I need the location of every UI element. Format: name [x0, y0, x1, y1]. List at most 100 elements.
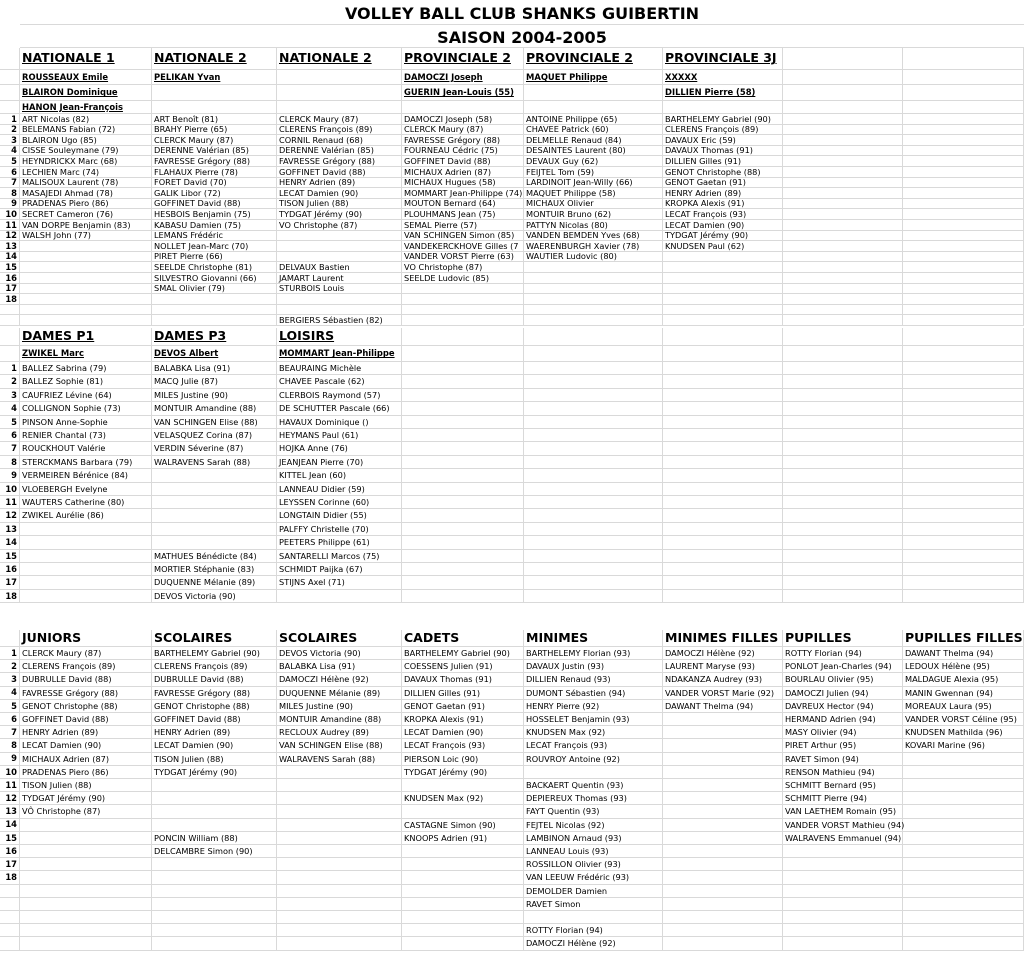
player-cell[interactable] — [783, 589, 903, 604]
player-cell[interactable] — [663, 937, 783, 951]
player-cell[interactable]: WALSH John (77) — [20, 230, 152, 242]
player-cell[interactable]: LECAT Damien (90) — [402, 726, 524, 740]
player-cell[interactable] — [663, 752, 783, 766]
coach-cell[interactable]: MOMMART Jean-Philippe — [277, 346, 402, 362]
player-cell[interactable] — [402, 375, 524, 389]
player-cell[interactable]: PONLOT Jean-Charles (94) — [783, 660, 903, 674]
player-cell[interactable]: CORNIL Renaud (68) — [277, 135, 402, 146]
row-number[interactable] — [0, 304, 20, 316]
player-cell[interactable]: VANDER VORST Marie (92) — [663, 686, 783, 700]
row-number[interactable]: 6 — [0, 167, 20, 178]
coach-cell[interactable] — [783, 70, 903, 85]
player-cell[interactable]: BARTHELEMY Florian (93) — [524, 647, 663, 661]
player-cell[interactable] — [402, 549, 524, 563]
player-cell[interactable]: VANDER VORST Pierre (63) — [402, 251, 524, 263]
player-cell[interactable] — [903, 924, 1024, 938]
team-header[interactable]: PUPILLES — [783, 630, 903, 647]
player-cell[interactable] — [783, 362, 903, 376]
player-cell[interactable] — [903, 294, 1024, 305]
player-cell[interactable] — [663, 563, 783, 577]
player-cell[interactable]: FOURNEAU Cédric (75) — [402, 145, 524, 157]
player-cell[interactable] — [20, 884, 152, 898]
player-cell[interactable]: LAMBINON Arnaud (93) — [524, 831, 663, 845]
player-cell[interactable]: BALLEZ Sophie (81) — [20, 375, 152, 389]
player-cell[interactable] — [783, 897, 903, 911]
player-cell[interactable] — [903, 209, 1024, 220]
player-cell[interactable] — [663, 845, 783, 859]
player-cell[interactable]: KNOOPS Adrien (91) — [402, 831, 524, 845]
player-cell[interactable] — [783, 442, 903, 456]
player-cell[interactable] — [663, 924, 783, 938]
player-cell[interactable] — [783, 241, 903, 252]
player-cell[interactable]: STIJNS Axel (71) — [277, 576, 402, 590]
row-number[interactable]: 8 — [0, 188, 20, 199]
row-number[interactable]: 1 — [0, 114, 20, 125]
player-cell[interactable] — [402, 496, 524, 510]
player-cell[interactable] — [277, 911, 402, 925]
player-cell[interactable]: LEDOUX Hélène (95) — [903, 660, 1024, 674]
player-cell[interactable] — [783, 845, 903, 859]
player-cell[interactable] — [903, 884, 1024, 898]
player-cell[interactable]: VAN SCHINGEN Elise (88) — [152, 415, 277, 429]
coach-cell[interactable] — [524, 101, 663, 114]
player-cell[interactable]: CLERCK Maury (87) — [277, 114, 402, 125]
player-cell[interactable] — [783, 871, 903, 885]
player-cell[interactable]: CISSE Souleymane (79) — [20, 145, 152, 157]
coach-cell[interactable]: DAMOCZI Joseph — [402, 70, 524, 85]
player-cell[interactable] — [783, 188, 903, 199]
team-header[interactable]: LOISIRS — [277, 328, 402, 346]
player-cell[interactable] — [903, 792, 1024, 806]
player-cell[interactable] — [903, 779, 1024, 793]
row-number[interactable]: 2 — [0, 375, 20, 389]
player-cell[interactable] — [402, 779, 524, 793]
player-cell[interactable]: TYDGAT Jérémy (90) — [20, 792, 152, 806]
player-cell[interactable] — [402, 937, 524, 951]
player-cell[interactable]: CLERENS François (89) — [663, 124, 783, 136]
player-cell[interactable]: LAURENT Maryse (93) — [663, 660, 783, 674]
player-cell[interactable] — [402, 388, 524, 403]
player-cell[interactable] — [402, 402, 524, 416]
team-header[interactable]: NATIONALE 2 — [277, 48, 402, 70]
player-cell[interactable]: KITTEL Jean (60) — [277, 469, 402, 483]
player-cell[interactable] — [903, 156, 1024, 167]
player-cell[interactable] — [152, 818, 277, 832]
player-cell[interactable] — [402, 589, 524, 604]
player-cell[interactable]: BALABKA Lisa (91) — [277, 660, 402, 674]
player-cell[interactable]: LECAT Damien (90) — [277, 188, 402, 199]
row-number[interactable] — [0, 924, 20, 938]
team-header[interactable]: SCOLAIRES — [277, 630, 402, 647]
row-number[interactable]: 7 — [0, 442, 20, 456]
player-cell[interactable]: TYDGAT Jérémy (90) — [402, 765, 524, 779]
player-cell[interactable]: RENIER Chantal (73) — [20, 429, 152, 443]
player-cell[interactable] — [277, 858, 402, 872]
row-number[interactable]: 13 — [0, 805, 20, 819]
player-cell[interactable]: MAQUET Philippe (58) — [524, 188, 663, 199]
player-cell[interactable]: CHAVEE Patrick (60) — [524, 124, 663, 136]
player-cell[interactable] — [663, 818, 783, 832]
team-header[interactable]: JUNIORS — [20, 630, 152, 647]
player-cell[interactable]: BARTHELEMY Gabriel (90) — [402, 647, 524, 661]
player-cell[interactable] — [663, 713, 783, 727]
row-header[interactable] — [0, 101, 20, 114]
row-number[interactable] — [0, 884, 20, 898]
player-cell[interactable] — [783, 114, 903, 125]
row-number[interactable]: 2 — [0, 660, 20, 674]
player-cell[interactable] — [663, 536, 783, 550]
player-cell[interactable]: DAVAUX Justin (93) — [524, 660, 663, 674]
player-cell[interactable]: DAVAUX Eric (59) — [663, 135, 783, 146]
player-cell[interactable] — [783, 315, 903, 326]
player-cell[interactable] — [783, 273, 903, 284]
row-number[interactable]: 7 — [0, 726, 20, 740]
player-cell[interactable]: DESAINTES Laurent (80) — [524, 145, 663, 157]
player-cell[interactable] — [903, 315, 1024, 326]
row-number[interactable]: 9 — [0, 469, 20, 483]
row-header[interactable] — [0, 346, 20, 362]
player-cell[interactable]: VANDER VORST Mathieu (94) — [783, 818, 904, 832]
player-cell[interactable]: MICHAUX Hugues (58) — [402, 177, 524, 189]
row-number[interactable]: 18 — [0, 871, 20, 885]
player-cell[interactable] — [20, 536, 152, 550]
player-cell[interactable] — [524, 911, 663, 925]
player-cell[interactable] — [20, 911, 152, 925]
team-header[interactable]: MINIMES FILLES — [663, 630, 783, 647]
player-cell[interactable] — [20, 924, 152, 938]
